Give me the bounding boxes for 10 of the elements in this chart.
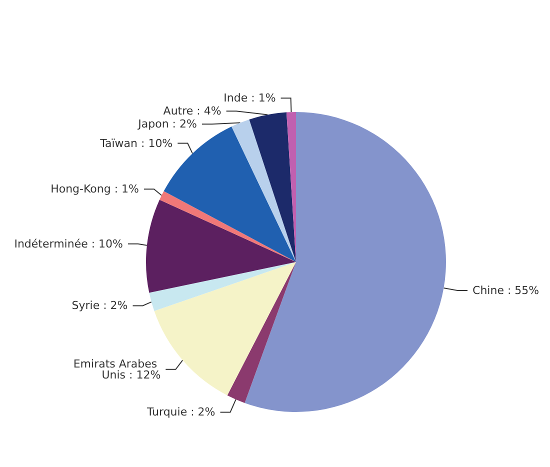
slice-label: Autre : 4% (163, 104, 222, 118)
slice-label: Emirats Arabes Unis : 12% (73, 357, 161, 382)
slice-label: Chine : 55% (472, 284, 540, 297)
slice-label: Indéterminée : 10% (14, 237, 124, 250)
slice-label: Syrie : 2% (72, 299, 128, 312)
slice-label: Taïwan : 10% (99, 136, 173, 150)
slice-label: Japon : 2% (137, 118, 197, 131)
slice-label: Turquie : 2% (146, 406, 216, 419)
slice-label: Hong-Kong : 1% (50, 182, 140, 196)
slice-label: Inde : 1% (224, 92, 276, 105)
